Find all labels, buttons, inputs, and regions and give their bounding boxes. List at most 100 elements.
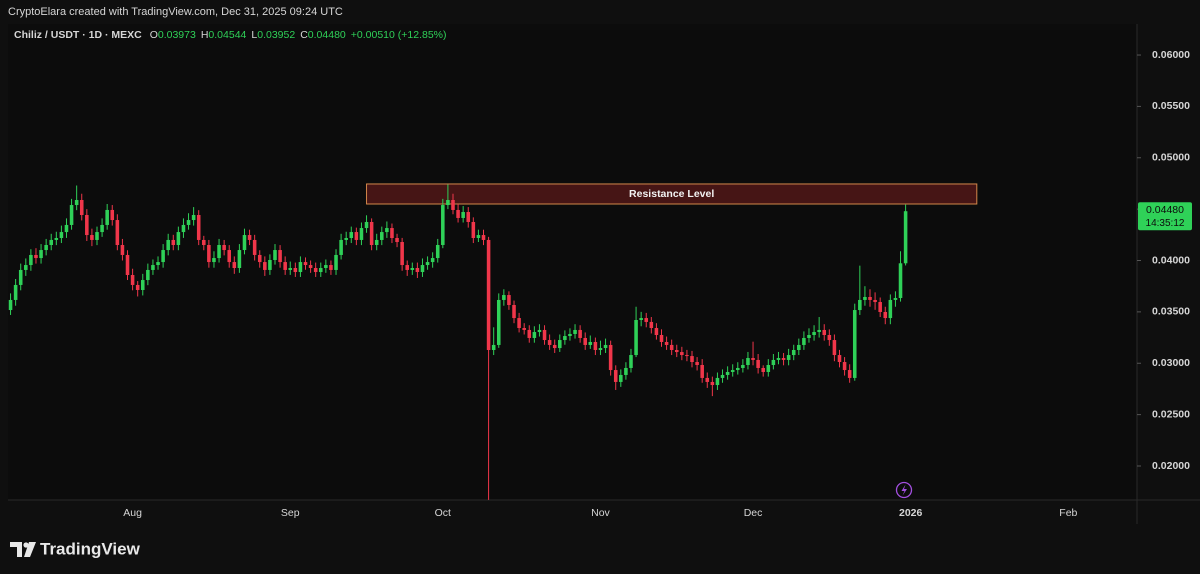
y-tick-label: 0.02500 xyxy=(1152,408,1190,420)
candle-body xyxy=(858,299,862,311)
candle-body xyxy=(166,239,170,251)
candle-body xyxy=(883,311,888,319)
candle-body xyxy=(13,284,18,300)
candle-body xyxy=(741,364,745,368)
candle-body xyxy=(761,367,765,372)
candle-body xyxy=(817,329,821,333)
candle-body xyxy=(644,318,649,322)
ohlc-key: L xyxy=(251,29,258,41)
candle-body xyxy=(156,262,160,266)
candle-body xyxy=(537,329,542,333)
candle-body xyxy=(624,367,628,375)
candle-body xyxy=(547,340,552,345)
candle-body xyxy=(517,318,521,329)
candle-body xyxy=(532,332,537,338)
candle-body xyxy=(374,239,379,245)
candle-body xyxy=(34,254,38,259)
candle-body xyxy=(588,341,593,345)
candle-body xyxy=(873,299,877,303)
candle-body xyxy=(486,239,491,350)
candle-body xyxy=(207,244,211,263)
ohlc-key: C xyxy=(300,29,308,41)
candle-body xyxy=(242,235,247,251)
candle-body xyxy=(390,228,394,239)
candle-body xyxy=(8,299,13,311)
ohlc-value: 0.03973 xyxy=(157,29,196,41)
candle-body xyxy=(893,298,898,300)
candle-body xyxy=(583,337,587,345)
candle-body xyxy=(593,341,598,350)
candle-body xyxy=(664,341,669,345)
candle-body xyxy=(339,239,343,255)
candle-body xyxy=(39,250,43,259)
ohlc-value: 0.03952 xyxy=(257,29,296,41)
candle-body xyxy=(400,242,404,266)
candle-body xyxy=(313,268,318,273)
candle-body xyxy=(90,235,94,240)
candle-body xyxy=(293,268,298,273)
x-tick-label: Nov xyxy=(591,507,610,519)
candle-body xyxy=(308,265,313,269)
candle-body xyxy=(318,268,323,273)
candle-body xyxy=(705,377,710,382)
candle-body xyxy=(695,362,699,365)
candle-body xyxy=(863,296,867,300)
candle-body xyxy=(629,355,633,368)
candle-body xyxy=(827,334,832,341)
candle-body xyxy=(298,262,303,273)
candle-body xyxy=(903,211,908,264)
candle-body xyxy=(491,344,496,350)
candle-body xyxy=(822,329,827,335)
candle-body xyxy=(283,262,287,270)
x-tick-label: Oct xyxy=(435,507,451,519)
candle-body xyxy=(852,310,857,378)
candle-body xyxy=(18,269,23,285)
candle-body xyxy=(461,212,465,218)
candle-body xyxy=(151,265,155,270)
candle-body xyxy=(79,199,84,215)
candle-body xyxy=(746,358,750,365)
candle-body xyxy=(415,268,420,273)
candle-body xyxy=(837,355,842,363)
candle-body xyxy=(812,332,816,335)
lightning-icon xyxy=(895,481,913,499)
candle-body xyxy=(680,352,684,356)
candle-body xyxy=(659,334,664,342)
candle-body xyxy=(573,329,577,334)
candle-body xyxy=(359,228,364,240)
candle-body xyxy=(527,329,532,338)
candle-body xyxy=(349,232,354,239)
candles xyxy=(8,184,908,500)
candle-body xyxy=(29,254,33,266)
candle-body xyxy=(634,319,638,356)
ohlc-key: H xyxy=(200,29,209,41)
candle-body xyxy=(95,232,99,240)
resistance-zone xyxy=(366,183,978,205)
candle-body xyxy=(217,244,221,259)
symbol-legend: Chiliz / USDT · 1D · MEXC O0.03973 H0.045… xyxy=(14,29,447,41)
price-tag-countdown: 14:35:12 xyxy=(1146,218,1185,229)
candle-body xyxy=(161,250,165,263)
candle-body xyxy=(578,329,582,338)
symbol: Chiliz / USDT · 1D · MEXC xyxy=(14,29,142,41)
candle-body xyxy=(49,239,54,245)
candle-body xyxy=(639,318,643,320)
candle-body xyxy=(288,268,293,270)
candle-body xyxy=(507,295,511,305)
candle-body xyxy=(456,209,460,218)
candle-body xyxy=(842,362,847,371)
candle-body xyxy=(227,250,232,263)
candle-body xyxy=(120,244,125,255)
candle-body xyxy=(669,344,674,350)
candle-body xyxy=(130,274,135,285)
tradingview-logo xyxy=(10,542,36,557)
candle-body xyxy=(563,336,567,341)
candle-body xyxy=(481,235,486,240)
price-tag xyxy=(1138,202,1192,231)
candle-body xyxy=(364,221,369,229)
candle-body xyxy=(736,367,740,371)
candle-body xyxy=(552,344,557,349)
candle-body xyxy=(252,239,257,255)
candle-body xyxy=(344,238,348,240)
x-tick-label: Feb xyxy=(1059,507,1077,519)
